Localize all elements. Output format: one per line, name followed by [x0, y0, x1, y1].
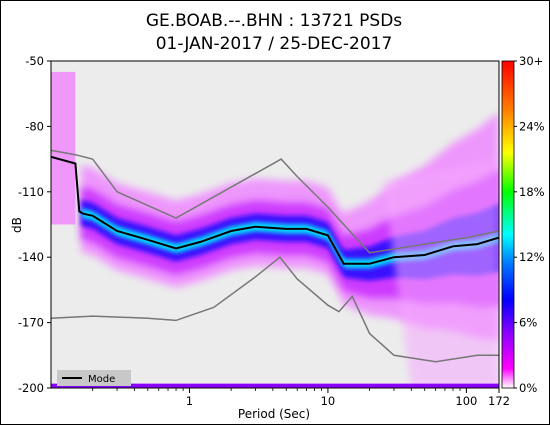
x-tick-label: 172	[488, 394, 510, 408]
nlnm-curve	[51, 256, 499, 363]
y-tick-label: -140	[18, 250, 44, 264]
legend-box	[57, 370, 131, 386]
legend-mode-label: Mode	[88, 374, 115, 385]
y-axis-label: dB	[10, 217, 24, 233]
chart-title-line2: 01-JAN-2017 / 25-DEC-2017	[156, 34, 393, 54]
y-axis: -50 -80 -110 -140 -170 -200	[18, 54, 51, 395]
psd-density-layer	[51, 71, 499, 388]
colorbar-tick-label: 30+	[519, 54, 543, 68]
mode-curve	[51, 155, 499, 265]
nhnm-curve	[51, 149, 499, 254]
x-axis-label: Period (Sec)	[238, 407, 310, 421]
colorbar-tick-label: 24%	[519, 119, 545, 133]
legend: Mode	[57, 370, 131, 386]
colorbar-tick-label: 18%	[519, 185, 545, 199]
y-tick-label: -80	[25, 119, 44, 133]
colorbar-tick-label: 6%	[519, 316, 537, 330]
chart-title-line1: GE.BOAB.--.BHN : 13721 PSDs	[146, 11, 402, 31]
colorbar-tick-label: 12%	[519, 250, 545, 264]
x-tick-label: 100	[455, 394, 477, 408]
colorbar: 30+ 24% 18% 12% 6% 0%	[501, 54, 545, 395]
colorbar-gradient	[501, 60, 515, 389]
plot-border	[50, 60, 500, 389]
density-short-period-block	[51, 71, 76, 225]
density-bottom-edge	[51, 383, 499, 388]
density-long-period-spread	[383, 159, 499, 388]
y-tick-label: -50	[25, 54, 44, 68]
y-tick-label: -200	[18, 381, 44, 395]
x-tick-label: 10	[321, 394, 336, 408]
x-tick-label: 1	[186, 394, 193, 408]
colorbar-tick-label: 0%	[519, 381, 537, 395]
x-axis: 1 10 100 172	[92, 388, 510, 408]
y-tick-label: -110	[18, 185, 44, 199]
y-tick-label: -170	[18, 316, 44, 330]
reference-curves	[51, 149, 499, 363]
